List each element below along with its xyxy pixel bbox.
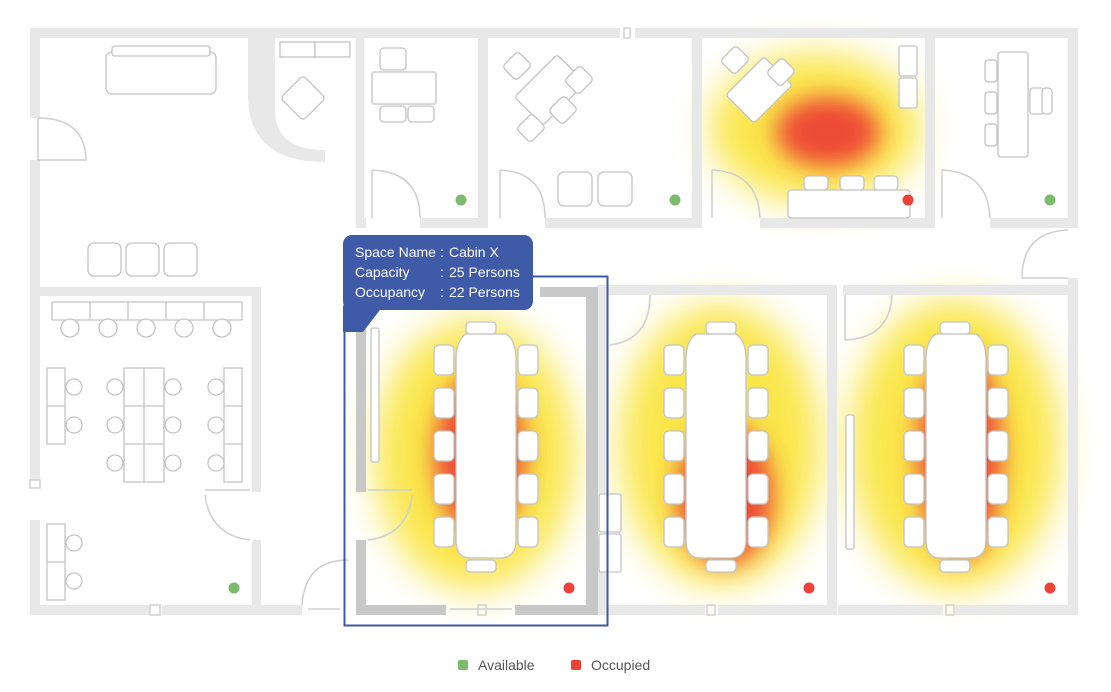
separator: : — [440, 264, 444, 280]
doors — [37, 117, 1069, 606]
status-dot-top-cabin-2[interactable] — [669, 194, 681, 206]
status-dot-top-cabin-1[interactable] — [455, 194, 467, 206]
separator: : — [440, 284, 444, 300]
walls — [30, 28, 1078, 615]
status-dots — [228, 194, 1056, 594]
status-dot-cabin-x[interactable] — [563, 582, 575, 594]
space-name-value: Cabin X — [449, 244, 499, 260]
space-info-tooltip: Space Name : Cabin X Capacity : 25 Perso… — [343, 235, 533, 310]
occupancy-key: Occupancy — [355, 284, 426, 300]
windows — [29, 27, 955, 616]
occupancy-value: 22 Persons — [449, 284, 520, 300]
occupied-swatch — [571, 660, 581, 670]
status-dot-open-workspace[interactable] — [228, 582, 240, 594]
furniture — [46, 41, 1053, 601]
status-dot-top-cabin-3[interactable] — [902, 194, 914, 206]
legend: Available Occupied — [0, 655, 1111, 675]
capacity-key: Capacity — [355, 264, 410, 280]
space-name-key: Space Name — [355, 244, 436, 260]
available-label: Available — [478, 657, 535, 673]
separator: : — [440, 244, 444, 260]
capacity-value: 25 Persons — [449, 264, 520, 280]
tooltip-pointer — [343, 306, 383, 332]
status-dot-conference-3[interactable] — [1044, 582, 1056, 594]
status-dot-conference-2[interactable] — [803, 582, 815, 594]
status-dot-top-cabin-4[interactable] — [1044, 194, 1056, 206]
available-swatch — [458, 660, 468, 670]
occupied-label: Occupied — [591, 657, 651, 673]
